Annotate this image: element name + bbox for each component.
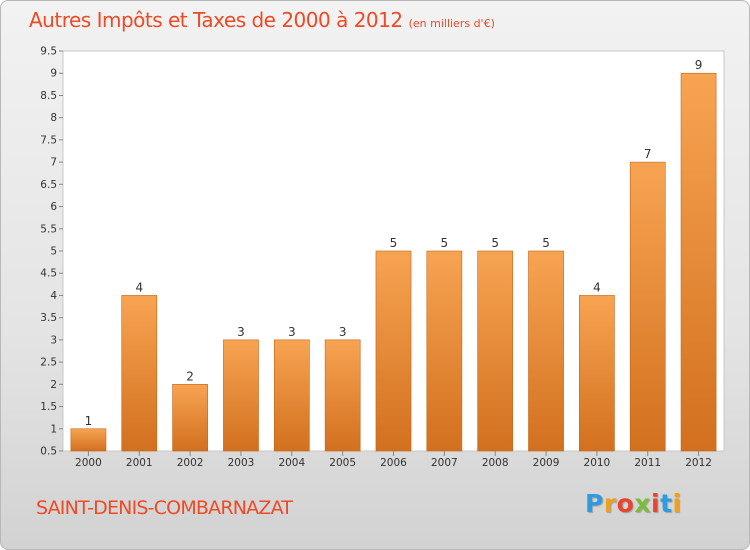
y-tick-label: 1 xyxy=(50,423,57,435)
logo-letter: i xyxy=(672,489,682,518)
bar xyxy=(172,384,208,452)
y-tick-label: 9.5 xyxy=(40,46,57,58)
bar-value-label: 5 xyxy=(441,236,449,250)
bar-value-label: 4 xyxy=(135,280,143,294)
chart-subtitle: (en milliers d'€) xyxy=(408,17,495,30)
bar xyxy=(324,339,361,452)
bar xyxy=(528,250,564,452)
bar-value-label: 7 xyxy=(644,147,652,161)
x-tick-label: 2012 xyxy=(685,457,712,469)
logo-letter: P xyxy=(585,489,604,518)
bar-value-label: 3 xyxy=(339,325,347,339)
bar-value-label: 5 xyxy=(491,236,499,250)
bar xyxy=(375,250,412,452)
x-tick-label: 2011 xyxy=(634,457,661,469)
x-tick-label: 2000 xyxy=(75,457,102,469)
x-tick-label: 2005 xyxy=(329,457,356,469)
y-tick-label: 9 xyxy=(50,68,57,80)
bar-value-label: 4 xyxy=(593,280,601,294)
proxiti-logo: Proxiti xyxy=(585,489,682,518)
x-tick-label: 2002 xyxy=(177,457,204,469)
y-tick-label: 3.5 xyxy=(40,312,57,324)
bar xyxy=(426,250,463,452)
logo-letter: o xyxy=(616,489,635,518)
y-tick-label: 4 xyxy=(50,290,57,302)
y-tick-label: 0.5 xyxy=(40,446,57,458)
y-tick-label: 6.5 xyxy=(40,179,57,191)
x-tick-label: 2009 xyxy=(533,457,560,469)
x-tick-label: 2004 xyxy=(278,457,305,469)
bar xyxy=(629,161,666,452)
logo-letter: i xyxy=(651,489,661,518)
bar-value-label: 3 xyxy=(288,325,296,339)
y-tick-label: 4.5 xyxy=(40,268,57,280)
y-tick-label: 5.5 xyxy=(40,223,57,235)
y-tick-label: 6 xyxy=(50,201,57,213)
logo-letter: x xyxy=(634,489,651,518)
x-axis: 2000 2001 2002 2003 2004 2005 2006 2007 2008 2009… xyxy=(75,451,712,469)
y-tick-label: 8 xyxy=(50,112,57,124)
chart-title-text: Autres Impôts et Taxes de 2000 à 2012 xyxy=(29,8,403,32)
chart-title: Autres Impôts et Taxes de 2000 à 2012 (en… xyxy=(29,8,495,32)
x-tick-label: 2006 xyxy=(380,457,407,469)
y-tick-label: 5 xyxy=(50,246,57,258)
bar-value-label: 9 xyxy=(695,58,703,72)
commune-name: SAINT-DENIS-COMBARNAZAT xyxy=(36,497,293,519)
y-tick-label: 7 xyxy=(50,157,57,169)
bar xyxy=(273,339,310,452)
x-tick-label: 2007 xyxy=(431,457,458,469)
logo-letter: t xyxy=(660,489,673,518)
bar-value-label: 5 xyxy=(542,236,550,250)
y-axis: 0.5 1 1.5 2 2.5 3 3.5 4 4.5 5 5.5 6 6.5 7 7.5 8 8.5 9 9.5 xyxy=(40,46,63,458)
y-tick-label: 7.5 xyxy=(40,134,57,146)
bars-group: 1 4 2 3 3 3 5 5 5 5 4 7 9 xyxy=(70,58,717,452)
x-tick-label: 2003 xyxy=(228,457,255,469)
x-tick-label: 2001 xyxy=(126,457,153,469)
x-tick-label: 2008 xyxy=(482,457,509,469)
bar xyxy=(477,250,514,452)
x-tick-label: 2010 xyxy=(584,457,611,469)
bar xyxy=(121,295,158,452)
y-tick-label: 2.5 xyxy=(40,357,57,369)
bar xyxy=(680,72,717,452)
y-tick-label: 8.5 xyxy=(40,90,57,102)
y-tick-label: 2 xyxy=(50,379,57,391)
logo-letter: r xyxy=(603,489,617,518)
y-tick-label: 1.5 xyxy=(40,401,57,413)
bar-value-label: 3 xyxy=(237,325,245,339)
bar-value-label: 1 xyxy=(85,414,93,428)
bar xyxy=(70,428,107,452)
bar-value-label: 5 xyxy=(390,236,398,250)
bar-value-label: 2 xyxy=(186,369,194,383)
bar xyxy=(579,295,615,452)
bar xyxy=(223,339,259,452)
y-tick-label: 3 xyxy=(50,334,57,346)
